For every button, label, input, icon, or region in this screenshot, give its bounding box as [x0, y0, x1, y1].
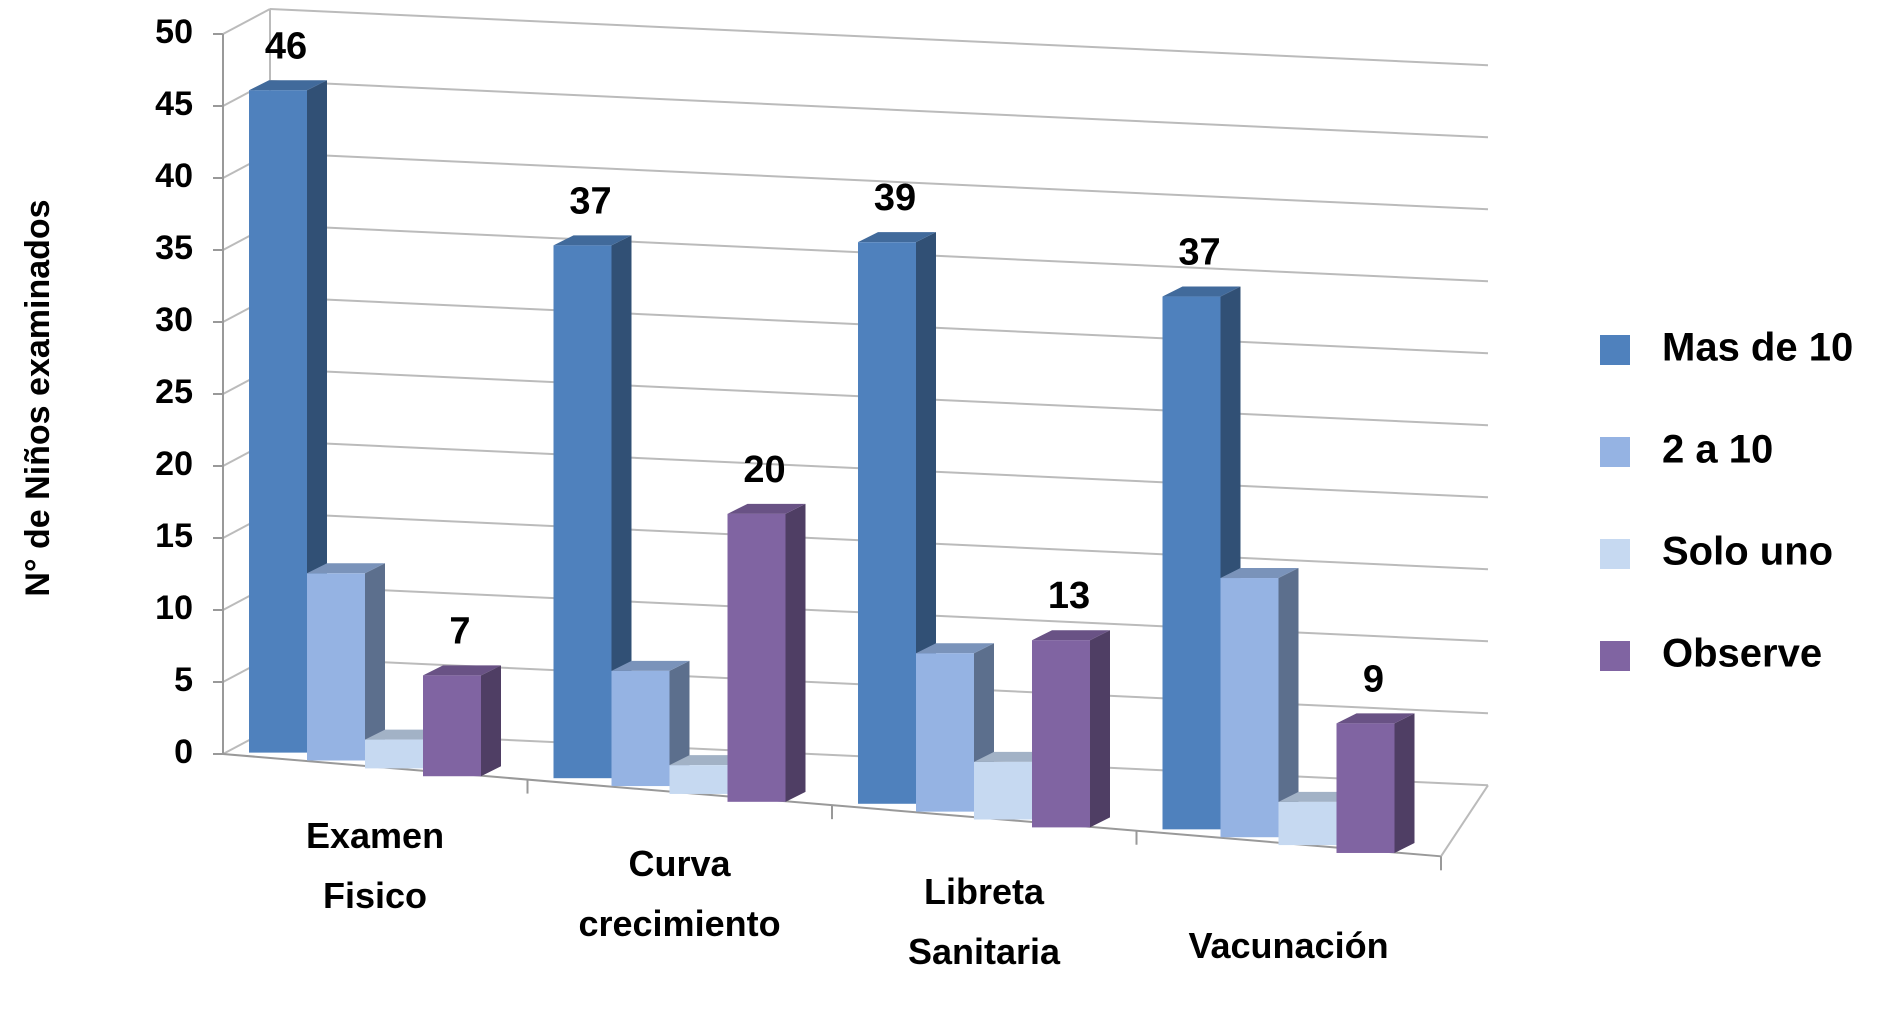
legend-label: Observe [1662, 632, 1822, 676]
legend-swatch [1600, 641, 1630, 671]
bar [1336, 723, 1395, 853]
data-label: 7 [449, 610, 470, 652]
bar [727, 513, 786, 802]
y-tick-label: 15 [155, 517, 193, 555]
y-tick-label: 20 [155, 445, 193, 483]
bar-side [1090, 630, 1110, 828]
bar-top [727, 503, 806, 514]
bar-side [365, 563, 385, 761]
bar [916, 653, 974, 812]
y-tick-label: 40 [155, 157, 193, 195]
y-tick-label: 45 [155, 85, 193, 123]
y-tick-label: 10 [155, 589, 193, 627]
data-label: 37 [569, 180, 611, 222]
bar [249, 90, 307, 753]
bar [423, 675, 481, 777]
bar-top [307, 563, 385, 574]
bar-side [1278, 568, 1299, 838]
bar-top [1336, 713, 1415, 724]
grid-line [269, 80, 1489, 139]
bar-side [611, 235, 632, 779]
bar [858, 242, 916, 804]
bar-top [423, 665, 501, 676]
bar-top [249, 80, 327, 91]
bar [1162, 296, 1221, 830]
data-label: 9 [1363, 658, 1384, 700]
bar [1032, 640, 1090, 828]
x-tick-label: Libreta Sanitaria [908, 871, 1061, 972]
bar [669, 765, 728, 794]
legend-swatch [1600, 335, 1630, 365]
bar-top [1032, 630, 1110, 641]
bar-top [611, 660, 690, 671]
bar-side [669, 660, 690, 787]
y-tick-label: 30 [155, 301, 193, 339]
bar-side [1394, 713, 1415, 853]
bar [365, 739, 423, 769]
legend-label: Solo uno [1662, 530, 1833, 574]
floor-right [1440, 784, 1489, 857]
x-tick-label: Curva crecimiento [578, 843, 780, 944]
bar-top [1220, 568, 1299, 579]
x-tick-label: Examen Fisico [306, 815, 444, 916]
y-tick-label: 0 [174, 733, 193, 771]
data-label: 13 [1048, 575, 1090, 617]
y-tick-label: 50 [155, 13, 193, 51]
bar-side [481, 665, 501, 777]
bar-top [916, 643, 994, 654]
grid-line [222, 8, 271, 35]
legend-label: Mas de 10 [1662, 326, 1853, 370]
legend-swatch [1600, 539, 1630, 569]
y-tick-label: 5 [174, 661, 193, 699]
y-tick-label: 35 [155, 229, 193, 267]
data-label: 46 [265, 25, 307, 67]
bar [1278, 801, 1337, 846]
bar [307, 573, 365, 761]
bar-side [785, 503, 806, 802]
legend-swatch [1600, 437, 1630, 467]
data-label: 39 [874, 177, 916, 219]
y-tick-label: 25 [155, 373, 193, 411]
y-axis-label: N° de Niños examinados [19, 199, 57, 596]
bar-top [1162, 286, 1241, 297]
legend-label: 2 a 10 [1662, 428, 1773, 472]
data-label: 20 [743, 449, 785, 491]
bar [611, 670, 670, 787]
grid-line [269, 152, 1489, 211]
bar-top [553, 235, 632, 246]
grid-line [269, 8, 1489, 67]
bar-top [858, 232, 936, 243]
bar [553, 245, 612, 779]
x-tick-label: Vacunación [1188, 925, 1388, 966]
bar [1220, 578, 1279, 838]
bar [974, 761, 1032, 820]
data-label: 37 [1178, 232, 1220, 274]
